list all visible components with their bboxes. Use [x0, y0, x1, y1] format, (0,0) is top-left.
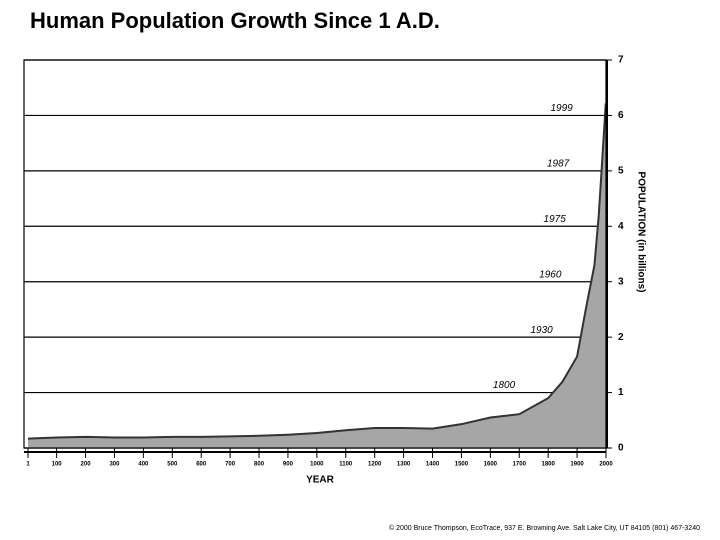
x-tick-label: 1400 [426, 462, 440, 468]
footer: © 2000 Bruce Thompson, EcoTrace, 937 E. … [389, 524, 700, 532]
x-tick-label: 800 [254, 462, 265, 468]
x-tick-label: 1900 [570, 462, 584, 468]
y-tick-label: 6 [618, 110, 624, 121]
x-tick-label: 1500 [455, 462, 469, 468]
x-tick-label: 100 [52, 462, 63, 468]
x-tick-label: 1600 [484, 462, 498, 468]
x-tick-label: 1100 [339, 462, 353, 468]
x-tick-label: 1200 [368, 462, 382, 468]
y-tick-label: 5 [618, 165, 624, 176]
y-tick-label: 0 [618, 443, 624, 454]
y-tick-label: 2 [618, 332, 624, 343]
annotation: 1975 [544, 214, 567, 225]
x-tick-label: 1000 [310, 462, 324, 468]
y-tick-label: 1 [618, 387, 624, 398]
x-tick-label: 2000 [599, 462, 613, 468]
area-fill [28, 104, 606, 448]
annotation: 1800 [493, 380, 516, 391]
y-axis-label: POPULATION (in billions) [635, 172, 646, 293]
y-tick-label: 7 [618, 55, 624, 66]
chart-title: Human Population Growth Since 1 A.D. [30, 8, 440, 33]
annotation: 1930 [531, 325, 554, 336]
y-tick-label: 4 [618, 221, 624, 232]
x-tick-label: 1700 [513, 462, 527, 468]
x-tick-label: 1300 [397, 462, 411, 468]
x-tick-label: 1 [26, 462, 30, 468]
x-tick-label: 1800 [541, 462, 555, 468]
x-tick-label: 600 [196, 462, 207, 468]
y-tick-label: 3 [618, 276, 624, 287]
plot-frame [23, 59, 607, 449]
x-tick-label: 900 [283, 462, 294, 468]
annotation: 1999 [550, 103, 573, 114]
x-tick-label: 300 [109, 462, 120, 468]
annotation: 1987 [547, 158, 570, 169]
x-tick-label: 200 [81, 462, 92, 468]
x-axis-label: YEAR [306, 475, 335, 486]
x-tick-label: 400 [138, 462, 149, 468]
x-tick-label: 500 [167, 462, 178, 468]
annotation: 1960 [539, 269, 562, 280]
area-line [27, 103, 607, 440]
x-tick-label: 700 [225, 462, 236, 468]
